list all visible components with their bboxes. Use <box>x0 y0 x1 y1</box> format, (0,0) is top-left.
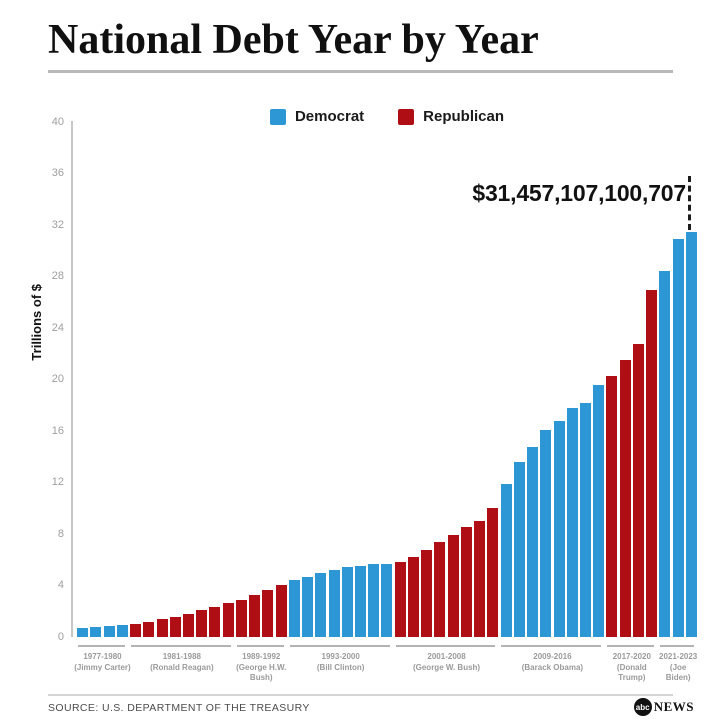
group-label-6: 2017-2020 (Donald Trump) <box>612 652 651 682</box>
y-tick-0: 0 <box>57 630 64 643</box>
bar-2013 <box>553 421 565 637</box>
bar-2009 <box>500 483 512 637</box>
group-bracket-7 <box>660 645 694 647</box>
bar-1990 <box>249 595 261 637</box>
bar-1985 <box>182 613 194 637</box>
bar-2000 <box>381 563 393 637</box>
bar-2010 <box>513 462 525 637</box>
legend-label-republican: Republican <box>423 108 505 125</box>
group-label-4: 2001-2008 (George W. Bush) <box>412 652 481 672</box>
bar-2019 <box>632 344 644 637</box>
bar-1992 <box>275 584 287 637</box>
bar-2022 <box>672 238 684 637</box>
bar-2006 <box>460 527 472 637</box>
debt-total-annotation: $31,457,107,100,707 <box>472 180 686 206</box>
abc-news-wordmark: NEWS <box>653 699 694 714</box>
bar-1981 <box>130 624 142 637</box>
bar-2021 <box>659 270 671 637</box>
bar-2023 <box>685 231 697 637</box>
chart-legend: Democrat Republican <box>76 108 698 125</box>
group-label-3: 1993-2000 (Bill Clinton) <box>316 652 365 672</box>
bar-2020 <box>646 290 658 637</box>
bar-1979 <box>103 626 115 637</box>
bar-2016 <box>593 384 605 637</box>
y-tick-36: 36 <box>51 167 64 179</box>
bar-2018 <box>619 359 631 637</box>
bar-1986 <box>196 609 208 637</box>
title-divider <box>48 70 673 73</box>
y-tick-8: 8 <box>57 527 64 540</box>
y-tick-40: 40 <box>51 115 64 128</box>
group-label-5: 2009-2016 (Barack Obama) <box>521 652 584 672</box>
legend-label-democrat: Democrat <box>294 108 365 125</box>
democrat-color-swatch <box>269 108 286 125</box>
bar-2012 <box>540 430 552 637</box>
bar-2011 <box>527 446 539 637</box>
group-label-0: 1977-1980 (Jimmy Carter) <box>74 652 131 672</box>
y-tick-32: 32 <box>51 218 64 231</box>
group-bracket-2 <box>236 645 284 647</box>
group-bracket-3 <box>289 645 390 647</box>
bar-1996 <box>328 569 340 637</box>
group-bracket-4 <box>395 645 496 647</box>
group-bracket-6 <box>607 645 655 647</box>
bar-1977 <box>77 628 89 637</box>
abc-news-logo: abc NEWS <box>633 698 694 716</box>
bar-1978 <box>90 627 102 637</box>
legend-item-democrat: Democrat <box>269 108 365 125</box>
annotation-pointer-line <box>688 176 691 230</box>
bar-1995 <box>315 572 327 637</box>
bar-1982 <box>143 622 155 637</box>
y-tick-20: 20 <box>51 373 64 385</box>
page-title: National Debt Year by Year <box>48 17 539 63</box>
bar-1991 <box>262 589 274 637</box>
bar-1997 <box>341 567 353 637</box>
y-tick-16: 16 <box>51 424 64 437</box>
bar-1999 <box>368 564 380 637</box>
group-label-1: 1981-1988 (Ronald Reagan) <box>150 652 214 672</box>
y-tick-28: 28 <box>51 270 64 282</box>
bar-1988 <box>222 603 234 637</box>
bar-2003 <box>421 549 433 637</box>
republican-color-swatch <box>398 108 415 125</box>
bar-1989 <box>235 600 247 637</box>
y-tick-4: 4 <box>57 579 64 591</box>
group-label-7: 2021-2023 (Joe Biden) <box>659 652 698 682</box>
group-bracket-1 <box>130 645 231 647</box>
bar-2007 <box>474 521 486 637</box>
y-axis-line <box>71 121 73 637</box>
group-label-2: 1989-1992 (George H.W. Bush) <box>236 652 287 682</box>
group-bracket-5 <box>501 645 602 647</box>
bar-1987 <box>209 606 221 637</box>
group-bracket-0 <box>78 645 125 647</box>
bar-2014 <box>566 407 578 637</box>
bar-1980 <box>116 625 128 637</box>
bar-2001 <box>394 562 406 637</box>
footer-divider <box>48 694 673 696</box>
source-credit: SOURCE: U.S. DEPARTMENT OF THE TREASURY <box>48 702 310 714</box>
bar-2005 <box>447 534 459 637</box>
y-tick-12: 12 <box>51 476 64 488</box>
legend-item-republican: Republican <box>398 108 504 125</box>
y-tick-24: 24 <box>51 321 64 334</box>
bar-2017 <box>606 376 618 637</box>
bar-2015 <box>579 403 591 637</box>
bar-2002 <box>407 556 419 637</box>
bar-1983 <box>156 619 168 637</box>
bar-1998 <box>355 565 366 637</box>
abc-logo-circle: abc <box>633 698 652 716</box>
bar-1993 <box>288 580 300 637</box>
bar-1984 <box>169 616 181 637</box>
bar-2004 <box>434 541 446 637</box>
bar-1994 <box>302 576 314 637</box>
bar-2008 <box>487 507 499 637</box>
